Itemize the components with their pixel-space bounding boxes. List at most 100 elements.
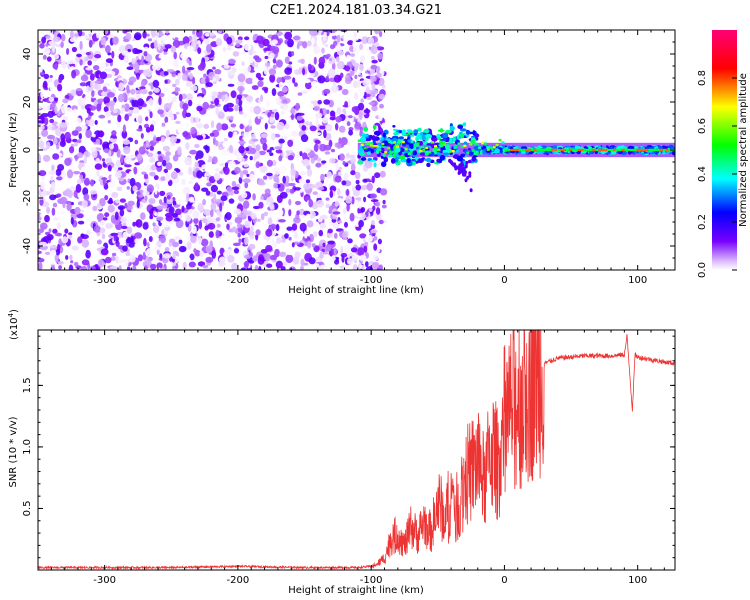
heatmap-cell (266, 211, 275, 218)
heatmap-cell (206, 182, 212, 187)
heatmap-cell (258, 201, 264, 209)
heatmap-cell (630, 148, 634, 152)
snr-multiplier-prefix: (x10 (9, 317, 20, 340)
heatmap-cell (260, 136, 267, 145)
heatmap-cell (152, 224, 160, 234)
heatmap-cell (370, 193, 377, 199)
heatmap-cell (472, 149, 476, 152)
heatmap-cell (304, 230, 308, 239)
y-tick-label: -20 (22, 190, 33, 206)
heatmap-cell (261, 113, 267, 118)
heatmap-cell (258, 182, 266, 186)
heatmap-cell (42, 80, 48, 89)
heatmap-cell (159, 190, 166, 196)
heatmap-cell (423, 128, 430, 134)
heatmap-cell (92, 57, 98, 62)
heatmap-cell (100, 36, 105, 46)
heatmap-cell (425, 146, 429, 150)
heatmap-cell (370, 199, 379, 203)
heatmap-cell (636, 148, 640, 152)
heatmap-cell (311, 243, 316, 248)
heatmap-cell (431, 141, 435, 144)
heatmap-cell (42, 154, 51, 162)
heatmap-cell (522, 148, 525, 152)
heatmap-cell (359, 74, 363, 78)
heatmap-cell (218, 106, 223, 111)
heatmap-cell (470, 138, 476, 145)
heatmap-cell (39, 241, 48, 247)
heatmap-cell (330, 255, 336, 262)
heatmap-cell (140, 88, 148, 95)
heatmap-cell (203, 145, 209, 150)
heatmap-cell (188, 261, 196, 268)
heatmap-cell (82, 125, 88, 131)
heatmap-cell (423, 158, 430, 162)
heatmap-cell (211, 95, 216, 100)
heatmap-cell (191, 225, 197, 235)
heatmap-cell (437, 129, 445, 132)
heatmap-cell (357, 160, 364, 165)
heatmap-cell (227, 70, 236, 76)
heatmap-cell (372, 254, 379, 261)
heatmap-cell (465, 134, 470, 137)
heatmap-cell (367, 147, 372, 152)
heatmap-cell (42, 54, 47, 60)
heatmap-cell (130, 142, 135, 149)
heatmap-cell (156, 216, 164, 221)
heatmap-cell (249, 231, 255, 240)
heatmap-cell (236, 94, 243, 100)
heatmap-cell (404, 148, 408, 151)
heatmap-cell (118, 237, 127, 244)
heatmap-cell (272, 64, 277, 70)
heatmap-cell (273, 167, 281, 176)
heatmap-cell (55, 128, 62, 136)
heatmap-cell (85, 56, 89, 62)
heatmap-cell (617, 145, 622, 150)
heatmap-cell (378, 219, 384, 225)
heatmap-cell (93, 65, 100, 71)
heatmap-cell (66, 202, 72, 211)
heatmap-cell (313, 105, 320, 112)
heatmap-cell (104, 68, 113, 72)
heatmap-cell (102, 176, 106, 186)
heatmap-cell (134, 32, 142, 40)
heatmap-cell (65, 255, 69, 260)
heatmap-cell (98, 114, 106, 119)
heatmap-cell (248, 260, 255, 264)
heatmap-cell (145, 68, 153, 78)
heatmap-cell (271, 39, 278, 45)
heatmap-cell (116, 186, 123, 191)
heatmap-cell (362, 178, 368, 183)
heatmap-cell (136, 199, 140, 209)
heatmap-cell (545, 148, 549, 152)
heatmap-cell (56, 193, 62, 198)
heatmap-cell (62, 116, 69, 121)
heatmap-cell (58, 238, 62, 246)
heatmap-cell (117, 205, 126, 210)
heatmap-cell (417, 158, 424, 164)
heatmap-cell (457, 142, 461, 145)
heatmap-cell (124, 202, 128, 209)
heatmap-cell (516, 148, 520, 152)
heatmap-cell (445, 129, 452, 134)
heatmap-cell (642, 148, 646, 152)
heatmap-cell (170, 171, 178, 180)
heatmap-cell (351, 37, 359, 41)
heatmap-cell (337, 220, 343, 224)
heatmap-cell (283, 157, 287, 161)
heatmap-cell (300, 265, 304, 270)
heatmap-cell (182, 103, 189, 111)
heatmap-cell (105, 157, 112, 163)
heatmap-cell (376, 72, 382, 78)
heatmap-cell (595, 148, 599, 152)
y-tick-label: 0.5 (22, 501, 33, 517)
heatmap-cell (449, 138, 453, 143)
heatmap-cell (244, 44, 252, 51)
heatmap-cell (48, 260, 56, 265)
heatmap-cell (202, 101, 210, 110)
heatmap-cell (249, 105, 255, 113)
heatmap-cell (240, 267, 246, 270)
heatmap-cell (124, 164, 132, 168)
heatmap-cell (152, 222, 156, 227)
heatmap-cell (64, 157, 72, 166)
